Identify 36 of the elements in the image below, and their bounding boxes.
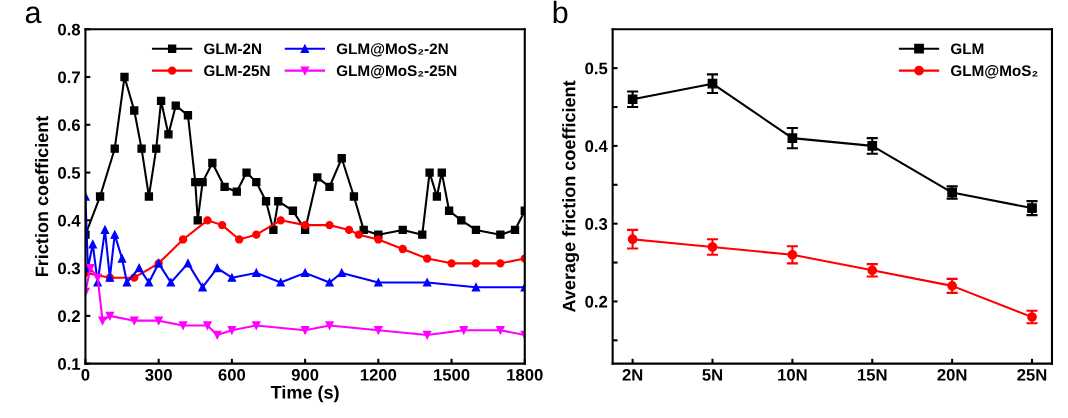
legend-label: GLM (950, 43, 984, 55)
chart-title: b (553, 0, 568, 24)
legend-label: GLM@MoS₂-2N (336, 43, 448, 57)
y-tick-label: 0.2 (58, 310, 80, 323)
x-tick-label: 20N (937, 368, 967, 381)
y-tick-label: 0.8 (58, 23, 81, 36)
y-tick-label: 0.6 (58, 119, 80, 132)
legend-label: GLM@MoS₂-25N (336, 65, 457, 79)
x-tick-label: 1200 (360, 368, 397, 381)
x-tick-label: 0 (81, 368, 90, 381)
chart-title: a (25, 6, 42, 24)
x-tick-label: 25N (1017, 368, 1047, 381)
x-tick-label: 10N (778, 368, 807, 381)
y-tick-label: 0.5 (58, 166, 81, 179)
x-tick-label: 1800 (507, 368, 543, 381)
y-tick-label: 0.3 (585, 218, 608, 230)
y-tick-label: 0.4 (58, 214, 81, 227)
y-tick-label: 0.1 (58, 358, 81, 370)
y-tick-label: 0.5 (585, 62, 608, 75)
x-tick-label: 900 (291, 368, 319, 381)
x-tick-label: 600 (218, 368, 246, 381)
y-tick-label: 0.7 (58, 71, 80, 84)
legend-label: GLM@MoS₂ (950, 65, 1038, 79)
x-tick-label: 15N (858, 369, 887, 381)
x-axis-title: Time (s) (270, 385, 339, 403)
legend-label: GLM-2N (204, 43, 261, 55)
x-tick-label: 300 (145, 368, 172, 381)
y-tick-label: 0.3 (58, 262, 80, 275)
x-tick-label: 5N (702, 369, 723, 381)
y-axis-title: Average friction coefficient (562, 80, 580, 313)
x-tick-label: 2N (622, 368, 643, 381)
y-tick-label: 0.4 (585, 140, 608, 153)
y-tick-label: 0.2 (585, 295, 608, 308)
x-tick-label: 1500 (434, 368, 470, 381)
legend-label: GLM-25N (204, 65, 270, 77)
y-axis-title: Friction coefficient (35, 115, 49, 276)
